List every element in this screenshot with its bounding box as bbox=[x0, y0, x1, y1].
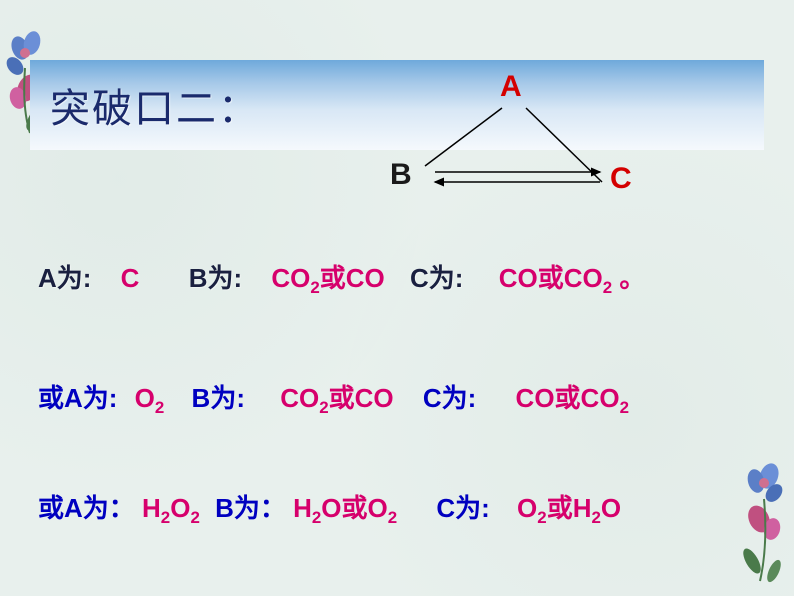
row3-c-value: O2或H2O bbox=[517, 488, 621, 528]
row3-b-value: H2O或O2 bbox=[293, 488, 397, 528]
row1-b-value: CO2或CO bbox=[271, 258, 384, 298]
diagram-label-c: C bbox=[610, 162, 632, 196]
row3-prefix: 或A为： bbox=[38, 488, 135, 525]
row1-c-label: C为: bbox=[410, 258, 463, 295]
row2-c-label: C为: bbox=[423, 378, 476, 415]
diagram-label-b: B bbox=[390, 158, 412, 192]
row2-b-value: CO2或CO bbox=[280, 378, 393, 418]
row2-c-value: CO或CO2 bbox=[516, 378, 629, 418]
answer-row-1: A为: C B为: CO2或CO C为: CO或CO2 。 bbox=[38, 258, 645, 298]
row3-c-label: C为: bbox=[436, 488, 489, 525]
row1-c-value: CO或CO2 。 bbox=[499, 258, 646, 298]
title-text: 突破口二： bbox=[50, 76, 260, 134]
row1-a-label: A为: bbox=[38, 258, 91, 295]
row3-b-label: B为： bbox=[215, 488, 286, 525]
row1-b-label: B为: bbox=[189, 258, 242, 295]
answer-row-3: 或A为： H2O2 B为： H2O或O2 C为: O2或H2O bbox=[38, 488, 621, 528]
row1-a-value: C bbox=[121, 263, 140, 294]
row2-a-value: O2 bbox=[135, 383, 165, 418]
row2-b-label: B为: bbox=[192, 378, 245, 415]
row3-a-value: H2O2 bbox=[142, 493, 200, 528]
diagram: A B C bbox=[350, 70, 650, 210]
row2-prefix: 或A为: bbox=[38, 378, 117, 415]
diagram-label-a: A bbox=[500, 70, 522, 104]
answer-row-2: 或A为: O2 B为: CO2或CO C为: CO或CO2 bbox=[38, 378, 629, 418]
